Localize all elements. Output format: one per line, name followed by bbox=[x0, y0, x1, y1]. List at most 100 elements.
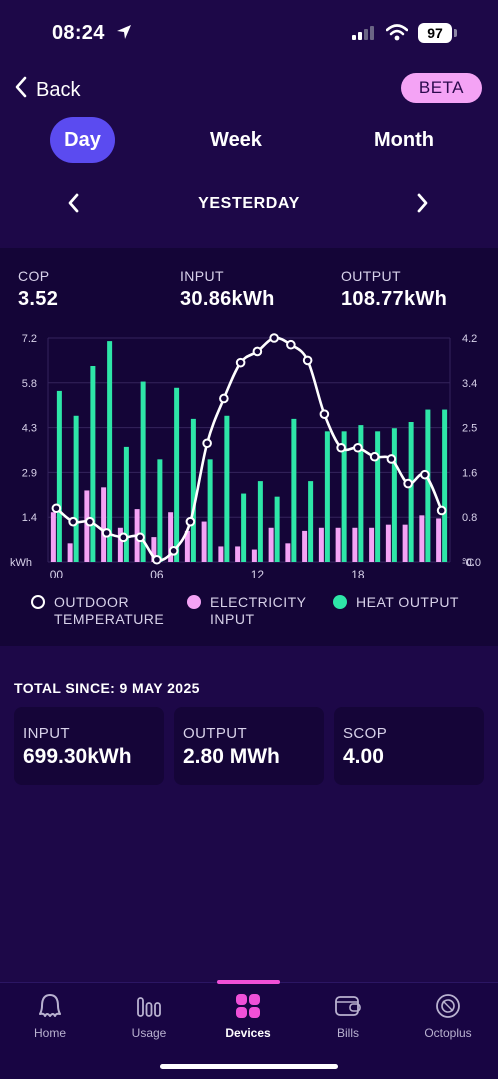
total-output-value: 2.80 MWh bbox=[183, 745, 280, 768]
electricity-input-bar bbox=[84, 490, 90, 562]
total-input-label: INPUT bbox=[23, 725, 70, 742]
electricity-input-bar bbox=[67, 543, 73, 562]
period-tabs: Day Week Month bbox=[0, 117, 498, 163]
total-input-value: 699.30kWh bbox=[23, 745, 132, 768]
total-input-card: INPUT 699.30kWh bbox=[14, 707, 164, 785]
y-right-tick-label: 4.2 bbox=[462, 333, 477, 345]
legend-outdoor-temperature[interactable]: OUTDOOR TEMPERATURE bbox=[31, 594, 184, 628]
octopus-icon bbox=[10, 991, 90, 1021]
y-right-tick-label: 1.6 bbox=[462, 467, 477, 479]
electricity-input-bar bbox=[235, 546, 241, 562]
back-button[interactable]: Back bbox=[14, 76, 80, 104]
heat-output-bar bbox=[207, 459, 213, 562]
nav-devices-label: Devices bbox=[225, 1026, 271, 1040]
heat-output-bar bbox=[123, 446, 129, 562]
legend-label: ELECTRICITY INPUT bbox=[210, 594, 307, 627]
devices-grid-icon bbox=[208, 991, 288, 1021]
tab-month[interactable]: Month bbox=[374, 129, 434, 151]
nav-home-label: Home bbox=[33, 1026, 66, 1040]
beta-badge[interactable]: BETA bbox=[400, 73, 482, 103]
heat-output-bar bbox=[224, 415, 230, 562]
y-right-tick-label: 0.8 bbox=[462, 512, 477, 524]
outdoor-temperature-point bbox=[51, 503, 62, 514]
nav-usage[interactable]: Usage bbox=[109, 991, 189, 1040]
stat-cop-label: COP bbox=[18, 268, 50, 284]
electricity-input-bar bbox=[352, 527, 358, 562]
y-left-unit-label: kWh bbox=[10, 557, 32, 569]
legend-heat-output[interactable]: HEAT OUTPUT bbox=[333, 594, 486, 611]
stat-output-value: 108.77kWh bbox=[341, 288, 448, 310]
electricity-input-bar bbox=[117, 527, 123, 562]
legend-electricity-input[interactable]: ELECTRICITY INPUT bbox=[187, 594, 315, 628]
outdoor-temperature-point bbox=[185, 516, 196, 527]
nav-bills[interactable]: Bills bbox=[308, 991, 388, 1040]
heat-output-bar bbox=[425, 409, 431, 562]
heat-output-bar bbox=[308, 481, 314, 562]
electricity-input-bar bbox=[101, 487, 107, 562]
outdoor-temperature-point bbox=[202, 438, 212, 449]
heat-output-bar bbox=[257, 481, 263, 562]
nav-usage-label: Usage bbox=[131, 1026, 167, 1040]
legend-label: OUTDOOR TEMPERATURE bbox=[54, 594, 165, 627]
electricity-input-bar bbox=[50, 512, 56, 562]
heat-output-bar bbox=[174, 387, 180, 562]
outdoor-temperature-point bbox=[85, 516, 95, 527]
y-left-tick-label: 1.4 bbox=[22, 512, 37, 524]
outdoor-temperature-point bbox=[436, 505, 447, 516]
energy-chart[interactable]: 7.2 5.8 4.3 2.9 1.4 4.2 3.4 2.5 1.6 0.8 -0.0 kWh °C 0… bbox=[0, 328, 498, 578]
y-right-tick-label: 3.4 bbox=[462, 378, 477, 390]
cellular-signal-icon bbox=[352, 26, 378, 45]
nav-octoplus-label: Octoplus bbox=[424, 1026, 472, 1040]
date-label: YESTERDAY bbox=[198, 195, 300, 212]
electricity-input-bar bbox=[302, 530, 308, 562]
y-left-tick-label: 4.3 bbox=[22, 423, 37, 435]
tab-day[interactable]: Day bbox=[50, 117, 115, 163]
heat-output-bar bbox=[291, 418, 297, 562]
stat-cop: COP 3.52 bbox=[18, 268, 58, 311]
outdoor-temperature-point bbox=[101, 528, 112, 538]
next-day-button[interactable] bbox=[412, 192, 432, 219]
x-tick-label: 00 bbox=[50, 568, 64, 578]
legend-label: HEAT OUTPUT bbox=[356, 594, 459, 610]
heat-output-bar bbox=[442, 409, 448, 562]
heat-marker-icon bbox=[333, 595, 347, 609]
heat-output-bar bbox=[324, 431, 330, 562]
heat-output-bar bbox=[241, 493, 247, 562]
stat-cop-value: 3.52 bbox=[18, 288, 59, 310]
date-navigator: YESTERDAY bbox=[0, 188, 498, 222]
previous-day-button[interactable] bbox=[64, 192, 84, 219]
heat-output-bar bbox=[73, 415, 79, 562]
nav-octoplus[interactable]: Octoplus bbox=[408, 991, 488, 1040]
usage-bars-icon bbox=[109, 991, 189, 1021]
tab-week[interactable]: Week bbox=[210, 129, 262, 151]
status-time: 08:24 bbox=[52, 22, 105, 44]
electricity-input-bar bbox=[369, 527, 375, 562]
stat-output-label: OUTPUT bbox=[341, 268, 401, 284]
outdoor-temperature-point bbox=[168, 546, 179, 556]
x-tick-label: 18 bbox=[351, 568, 365, 578]
top-nav: Back BETA bbox=[0, 70, 498, 110]
chevron-left-icon bbox=[14, 76, 28, 104]
y-left-tick-label: 5.8 bbox=[22, 378, 37, 390]
stat-output: OUTPUT 108.77kWh bbox=[341, 268, 447, 311]
total-scop-value: 4.00 bbox=[343, 745, 384, 768]
bottom-tab-bar: Home Usage Devices bbox=[0, 980, 498, 1079]
stat-input: INPUT 30.86kWh bbox=[180, 268, 275, 311]
y-right-tick-label: 2.5 bbox=[462, 423, 477, 435]
y-right-tick-label: -0.0 bbox=[462, 557, 481, 569]
outdoor-temperature-point bbox=[219, 393, 229, 404]
wallet-icon bbox=[308, 991, 388, 1021]
nav-home[interactable]: Home bbox=[10, 991, 90, 1040]
outdoor-temperature-point bbox=[353, 442, 363, 453]
heat-output-bar bbox=[56, 390, 62, 562]
nav-devices[interactable]: Devices bbox=[208, 991, 288, 1040]
stats-panel: COP 3.52 INPUT 30.86kWh OUTPUT 108.77kWh… bbox=[0, 248, 498, 646]
temperature-marker-icon bbox=[31, 595, 45, 609]
stat-input-label: INPUT bbox=[180, 268, 224, 284]
x-tick-label: 12 bbox=[251, 568, 265, 578]
electricity-input-bar bbox=[335, 527, 341, 562]
heat-output-bar bbox=[90, 366, 96, 562]
outdoor-temperature-point bbox=[302, 355, 313, 366]
active-tab-indicator bbox=[217, 980, 280, 984]
home-indicator bbox=[160, 1064, 338, 1069]
